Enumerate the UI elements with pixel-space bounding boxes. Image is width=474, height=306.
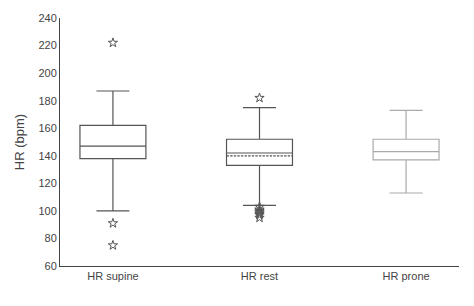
svg-text:200: 200 [38,67,56,79]
svg-text:120: 120 [38,177,56,189]
svg-text:80: 80 [45,232,57,244]
svg-text:140: 140 [38,150,56,162]
svg-text:HR supine: HR supine [87,270,138,282]
svg-text:HR (bpm): HR (bpm) [12,114,27,170]
svg-text:220: 220 [38,39,56,51]
svg-text:60: 60 [45,260,57,272]
svg-text:240: 240 [38,12,56,24]
svg-text:180: 180 [38,95,56,107]
svg-text:160: 160 [38,122,56,134]
svg-text:HR rest: HR rest [241,270,278,282]
svg-text:HR prone: HR prone [383,270,430,282]
svg-text:100: 100 [38,205,56,217]
